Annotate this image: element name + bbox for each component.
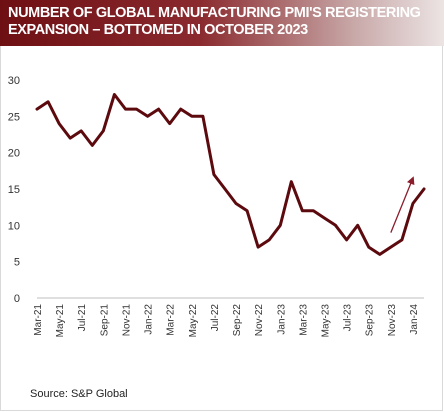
data-point [234, 202, 238, 205]
x-tick-label: Mar-22 [166, 304, 177, 336]
x-tick-label: Nov-23 [387, 304, 398, 337]
data-point [179, 107, 182, 111]
data-point [113, 93, 116, 96]
data-point [301, 209, 304, 212]
source-note: Source: S&P Global [30, 388, 128, 400]
data-point [345, 238, 348, 242]
data-point [124, 107, 127, 111]
x-tick-label: Jul-21 [77, 304, 88, 332]
data-point [46, 100, 50, 103]
series-line [35, 93, 426, 256]
x-tick-label: May-23 [320, 304, 331, 338]
trend-arrow [390, 176, 415, 233]
data-point [102, 129, 105, 133]
data-point [411, 202, 415, 205]
y-tick-label: 5 [14, 257, 20, 269]
y-tick-label: 0 [14, 293, 20, 305]
x-tick-label: Sep-23 [365, 304, 376, 337]
data-point [367, 245, 370, 249]
x-tick-label: May-21 [55, 304, 66, 338]
data-point [201, 115, 205, 118]
data-point [245, 209, 249, 212]
y-tick-label: 30 [8, 75, 20, 87]
data-point [400, 238, 404, 242]
y-tick-label: 10 [8, 220, 20, 232]
data-point [268, 238, 271, 242]
data-point [80, 129, 83, 133]
chart-frame [0, 46, 443, 411]
y-axis: 0 5 10 15 20 25 30 [8, 75, 20, 305]
chart-title-line-1: NUMBER OF GLOBAL MANUFACTURING PMI'S REG… [8, 5, 421, 21]
y-tick-label: 15 [8, 184, 20, 196]
data-point [422, 187, 426, 191]
x-tick-label: May-22 [188, 304, 199, 338]
x-tick-label: Sep-22 [232, 304, 243, 337]
data-point [378, 253, 381, 256]
plot-area [35, 93, 426, 256]
data-point [312, 209, 315, 212]
x-tick-label: Nov-21 [121, 304, 132, 337]
x-tick-label: Mar-21 [33, 304, 44, 336]
data-point [290, 180, 293, 183]
data-point [279, 224, 282, 227]
data-point [256, 245, 260, 249]
x-tick-label: Jan-23 [276, 304, 287, 335]
x-tick-label: Sep-21 [99, 304, 110, 337]
y-tick-label: 20 [8, 148, 20, 160]
chart-title-bar: NUMBER OF GLOBAL MANUFACTURING PMI'S REG… [0, 0, 444, 46]
data-point [323, 216, 326, 220]
x-tick-label: Jan-22 [144, 304, 155, 335]
data-point [135, 107, 138, 111]
data-point [35, 107, 39, 111]
data-point [146, 115, 149, 118]
x-tick-label: Mar-23 [298, 304, 309, 336]
data-point [356, 224, 359, 227]
x-tick-label: Nov-22 [254, 304, 265, 337]
data-point [157, 107, 160, 111]
data-point [91, 144, 94, 147]
data-point [168, 122, 171, 125]
x-tick-label: Jul-23 [343, 304, 354, 332]
x-tick-label: Jul-22 [210, 304, 221, 332]
data-point [334, 224, 337, 227]
data-point [389, 245, 392, 249]
data-point [212, 173, 216, 176]
data-point [69, 136, 72, 140]
y-tick-label: 25 [8, 111, 20, 123]
x-tick-label: Jan-24 [409, 304, 420, 335]
x-axis: Mar-21 May-21 Jul-21 Sep-21 Nov-21 Jan-22 Mar-… [33, 297, 424, 338]
data-point [57, 122, 61, 125]
data-point [190, 115, 193, 118]
line-chart: 0 5 10 15 20 25 30 Mar-21 May-21 Jul-21 Sep-21 Nov… [8, 75, 426, 338]
chart-title-line-2: EXPANSION – BOTTOMED IN OCTOBER 2023 [8, 22, 308, 38]
data-point [223, 187, 227, 191]
